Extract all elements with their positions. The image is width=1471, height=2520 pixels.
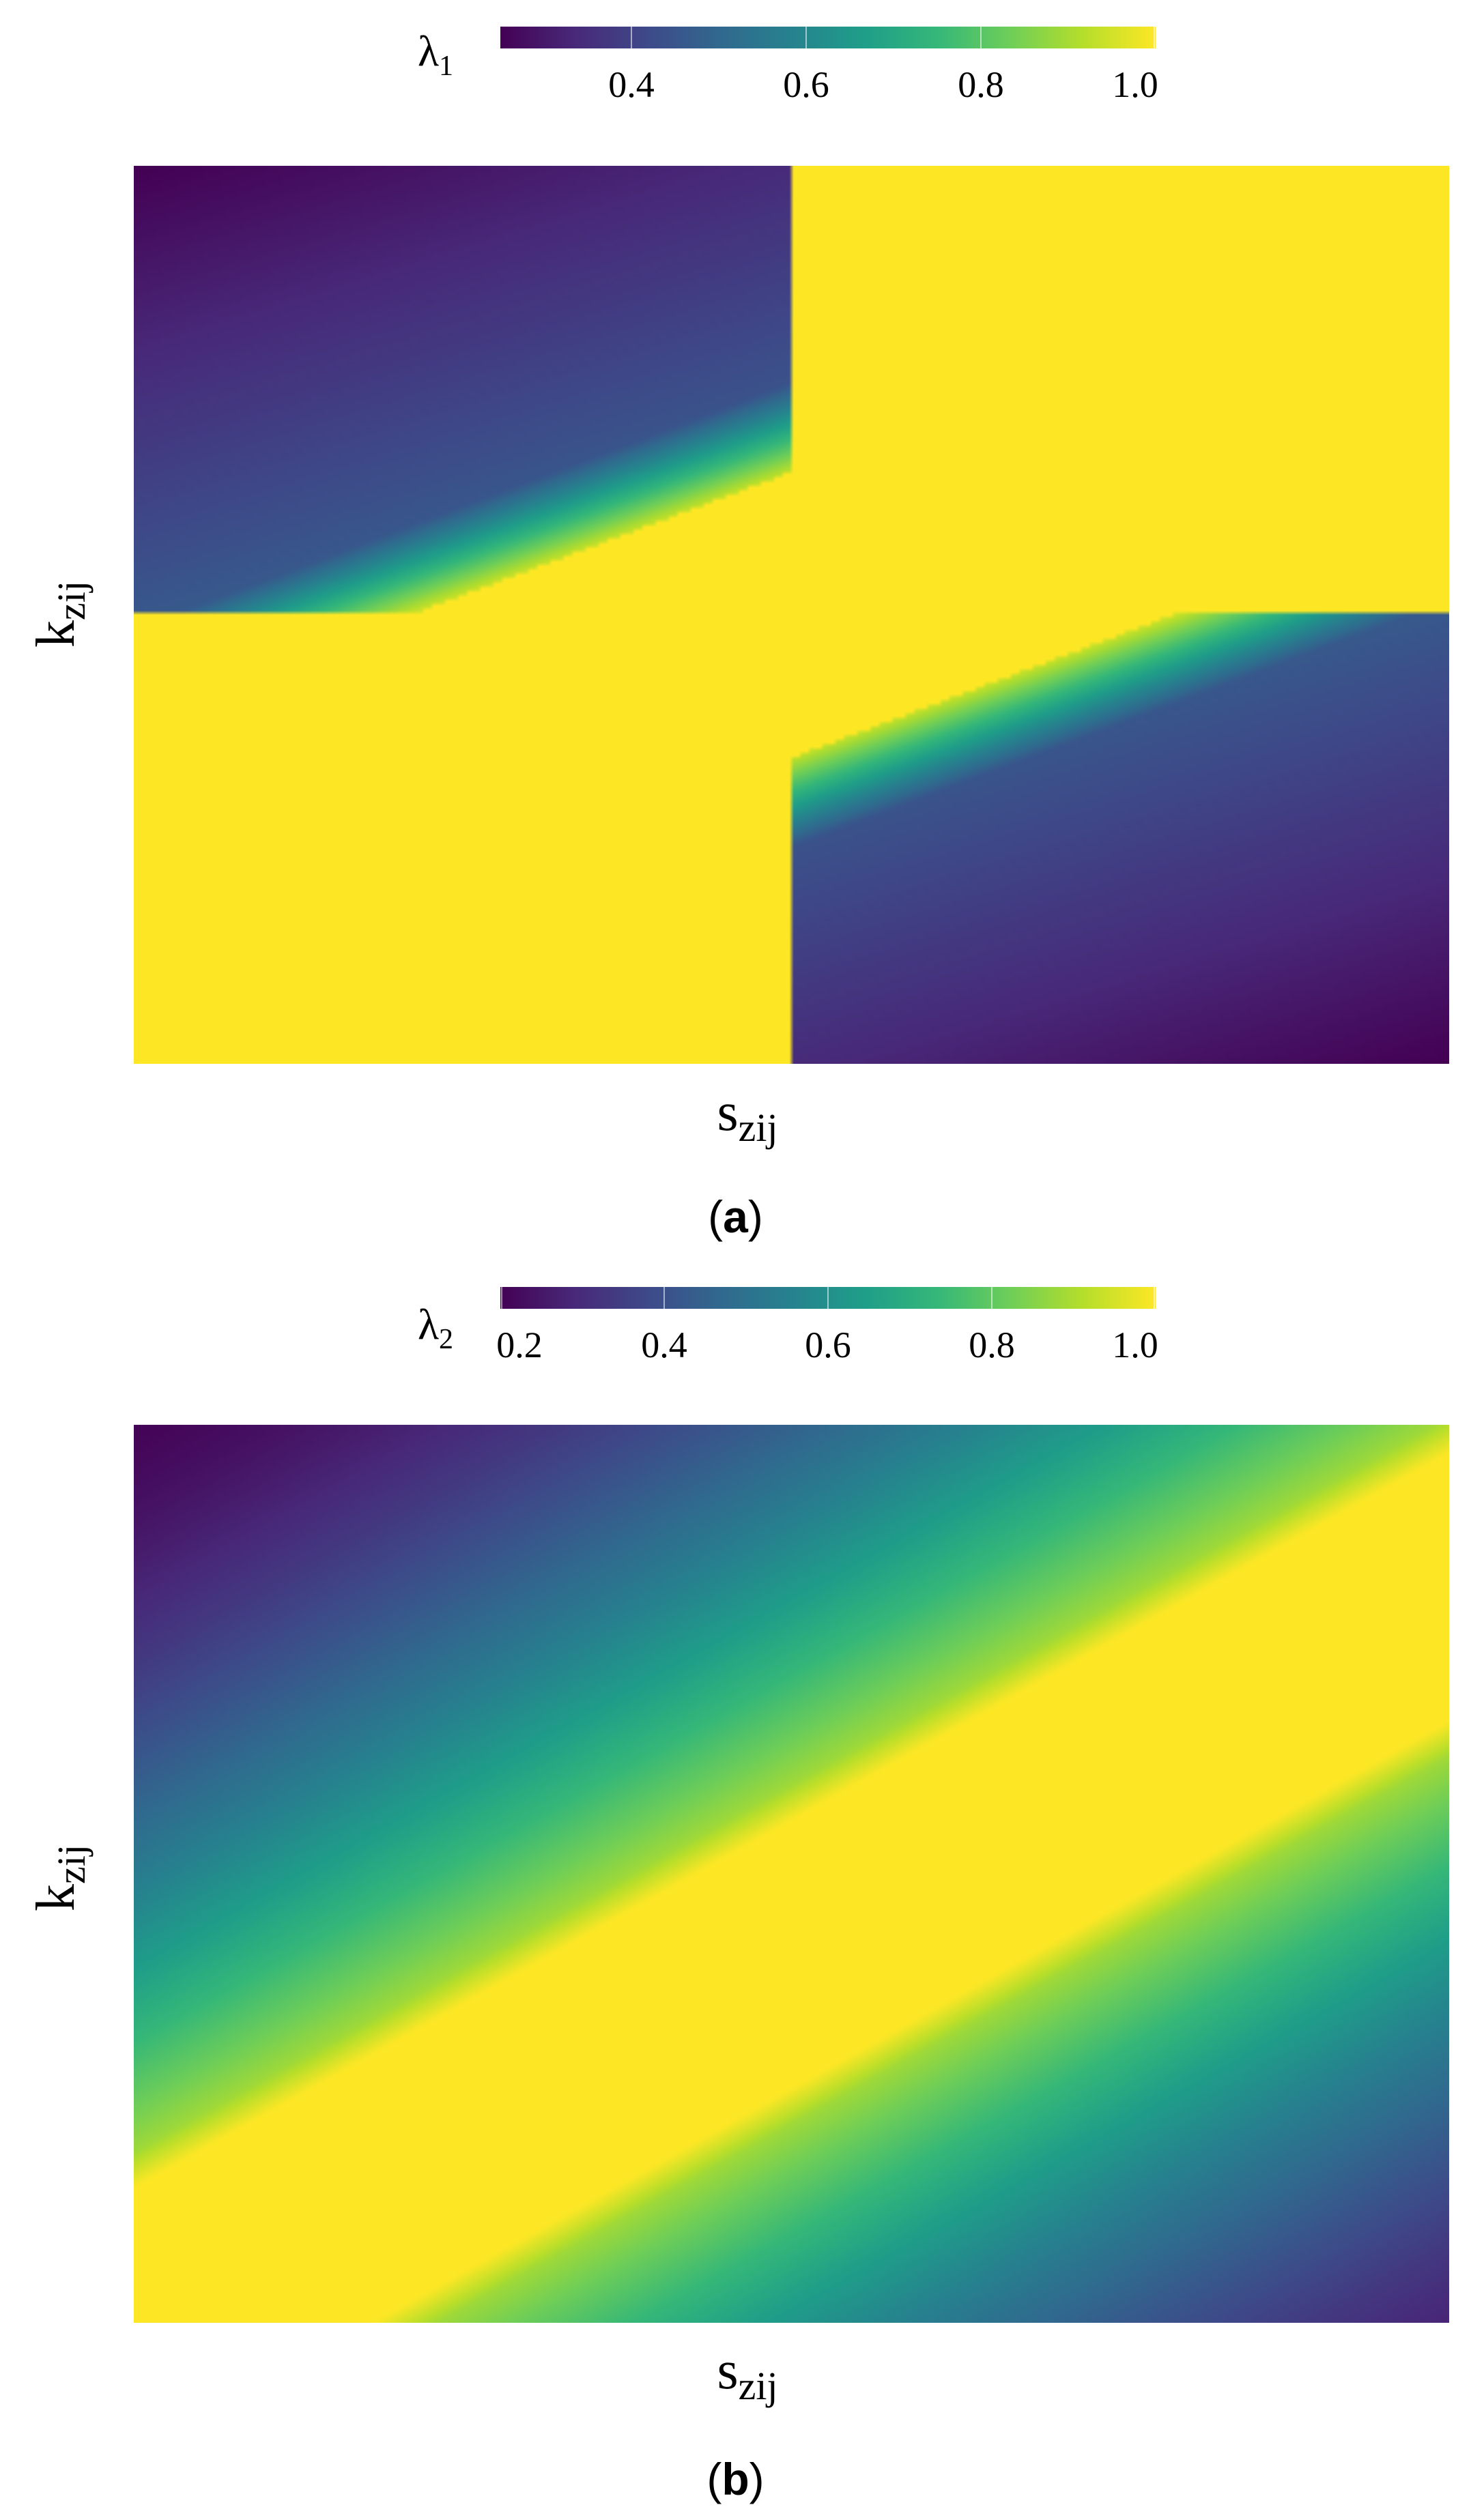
heatmap-b [134, 1425, 1449, 2323]
panel-a: λ1 0.4 0.6 0.8 1.0 szij kzij [26, 27, 1449, 1150]
colorbar-a-bar [500, 27, 1156, 48]
colorbar-tick-label: 0.4 [608, 64, 655, 105]
colorbar-tick-label: 0.2 [496, 1324, 543, 1365]
xlabel-a: szij [717, 1082, 777, 1150]
colorbar-tick-label: 0.6 [783, 64, 829, 105]
colorbar-tick-label: 0.8 [969, 1324, 1015, 1365]
colorbar-a-ticks: 0.4 0.6 0.8 1.0 [608, 27, 1158, 105]
colorbar-b-ticks: 0.2 0.4 0.6 0.8 1.0 [496, 1287, 1158, 1365]
ylabel-b: kzij [26, 1844, 94, 1911]
colorbar-tick-label: 1.0 [1112, 64, 1158, 105]
colorbar-tick-label: 0.6 [805, 1324, 851, 1365]
caption-b: (b) [706, 2454, 765, 2504]
heatmap-a [134, 166, 1449, 1064]
colorbar-tick-label: 0.8 [958, 64, 1004, 105]
colorbar-tick-label: 0.4 [641, 1324, 687, 1365]
colorbar-a-label: λ1 [418, 27, 453, 82]
ylabel-a: kzij [26, 581, 94, 648]
colorbar-tick-label: 1.0 [1112, 1324, 1158, 1365]
colorbar-b-label: λ2 [418, 1300, 453, 1355]
caption-a: (a) [708, 1191, 763, 1242]
panel-b: λ2 0.2 0.4 0.6 0.8 1.0 szij kzij [26, 1287, 1449, 2408]
colorbar-b: λ2 0.2 0.4 0.6 0.8 1.0 [418, 1287, 1158, 1365]
colorbar-a: λ1 0.4 0.6 0.8 1.0 [418, 27, 1158, 105]
xlabel-b: szij [717, 2341, 777, 2408]
